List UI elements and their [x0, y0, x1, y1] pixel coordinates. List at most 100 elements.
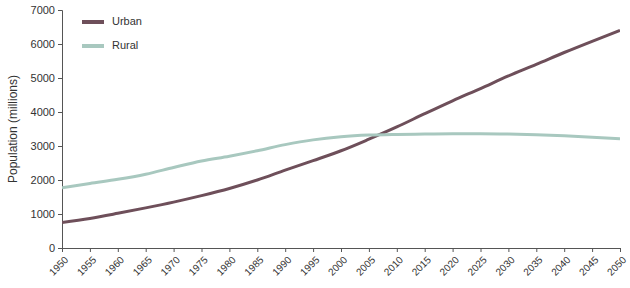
y-tick: 1000 [31, 208, 62, 220]
x-tick: 1995 [298, 248, 322, 278]
x-tick-mark [341, 248, 342, 252]
x-tick-mark [620, 248, 621, 252]
x-tick-label: 2020 [437, 254, 461, 278]
y-tick-mark [58, 78, 62, 79]
legend-swatch [82, 20, 104, 24]
x-tick-mark [146, 248, 147, 252]
x-tick-mark [536, 248, 537, 252]
x-tick: 1975 [186, 248, 210, 278]
y-tick: 0 [49, 242, 62, 254]
x-tick-mark [90, 248, 91, 252]
x-tick-mark [229, 248, 230, 252]
x-tick-mark [313, 248, 314, 252]
y-axis: 0 1000 2000 3000 4000 5000 6000 7000 [31, 4, 63, 254]
x-tick: 2050 [605, 248, 629, 278]
y-tick-mark [58, 10, 62, 11]
legend-label: Urban [112, 15, 142, 27]
y-tick-label: 5000 [31, 72, 55, 84]
x-tick: 1965 [131, 248, 155, 278]
legend-swatch [82, 44, 104, 48]
x-tick-label: 2030 [493, 254, 517, 278]
x-tick-mark [453, 248, 454, 252]
x-tick: 1950 [47, 248, 71, 278]
y-tick-label: 3000 [31, 140, 55, 152]
x-tick-mark [62, 248, 63, 252]
y-tick-mark [58, 146, 62, 147]
x-tick-mark [174, 248, 175, 252]
series-line [62, 134, 620, 188]
legend-item: Rural [82, 39, 138, 51]
x-axis: 1950195519601965197019751980198519901995… [47, 248, 629, 278]
legend-item: Urban [82, 15, 142, 27]
x-tick-mark [592, 248, 593, 252]
y-tick-label: 1000 [31, 208, 55, 220]
x-tick: 2020 [437, 248, 461, 278]
y-tick: 4000 [31, 106, 62, 118]
series-line [62, 30, 620, 222]
x-tick: 2010 [382, 248, 406, 278]
x-tick-label: 2035 [521, 254, 545, 278]
x-tick-mark [564, 248, 565, 252]
x-tick: 2045 [577, 248, 601, 278]
x-tick-mark [397, 248, 398, 252]
x-tick: 2035 [521, 248, 545, 278]
y-tick-label: 2000 [31, 174, 55, 186]
x-tick: 1985 [242, 248, 266, 278]
y-tick: 5000 [31, 72, 62, 84]
y-tick: 3000 [31, 140, 62, 152]
plot: 0100020003000400050006000700019501955196… [31, 4, 629, 278]
x-tick-label: 1980 [214, 254, 238, 278]
y-tick: 6000 [31, 38, 62, 50]
x-tick-label: 1970 [158, 254, 182, 278]
y-tick-mark [58, 112, 62, 113]
y-tick-label: 0 [49, 242, 55, 254]
x-tick: 2015 [410, 248, 434, 278]
x-tick: 2030 [493, 248, 517, 278]
x-tick-mark [481, 248, 482, 252]
x-tick-label: 2000 [326, 254, 350, 278]
chart: 0100020003000400050006000700019501955196… [0, 0, 630, 288]
x-tick-label: 1990 [270, 254, 294, 278]
x-tick-label: 1950 [47, 254, 71, 278]
y-tick: 7000 [31, 4, 62, 16]
y-tick-mark [58, 248, 62, 249]
x-tick-mark [425, 248, 426, 252]
x-tick: 2040 [549, 248, 573, 278]
x-tick-label: 2050 [605, 254, 629, 278]
x-tick-mark [118, 248, 119, 252]
y-tick-label: 6000 [31, 38, 55, 50]
x-tick: 1990 [270, 248, 294, 278]
legend: Urban Rural [82, 15, 142, 51]
x-tick-label: 2005 [354, 254, 378, 278]
x-tick: 1970 [158, 248, 182, 278]
x-tick: 1980 [214, 248, 238, 278]
x-tick: 2025 [465, 248, 489, 278]
x-tick-label: 1955 [75, 254, 99, 278]
y-tick-label: 7000 [31, 4, 55, 16]
x-tick-mark [508, 248, 509, 252]
lines [62, 30, 620, 222]
x-tick-label: 1965 [131, 254, 155, 278]
x-tick-mark [369, 248, 370, 252]
x-tick-label: 2010 [382, 254, 406, 278]
x-tick-label: 1985 [242, 254, 266, 278]
x-tick: 2005 [354, 248, 378, 278]
x-tick-mark [257, 248, 258, 252]
x-tick: 1960 [103, 248, 127, 278]
x-tick-label: 1975 [186, 254, 210, 278]
legend-label: Rural [112, 39, 138, 51]
x-tick-label: 2015 [410, 254, 434, 278]
x-tick-label: 2045 [577, 254, 601, 278]
x-tick-label: 2040 [549, 254, 573, 278]
y-tick-mark [58, 214, 62, 215]
x-tick-mark [285, 248, 286, 252]
y-tick-mark [58, 44, 62, 45]
y-axis-title: Population (millions) [6, 75, 20, 183]
y-axis-line [58, 11, 63, 249]
x-tick-mark [202, 248, 203, 252]
x-tick-label: 2025 [465, 254, 489, 278]
x-tick: 1955 [75, 248, 99, 278]
x-tick: 2000 [326, 248, 350, 278]
x-tick-label: 1960 [103, 254, 127, 278]
x-tick-label: 1995 [298, 254, 322, 278]
